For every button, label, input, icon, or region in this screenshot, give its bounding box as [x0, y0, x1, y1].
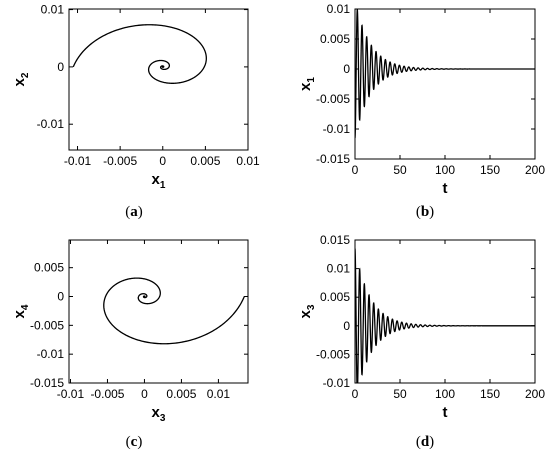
chart-panel-a: -0.01 -0.005 0 0.005 0.01 -0.01 0 0.01 x1 x2 (a)	[11, 3, 260, 220]
x-tick-label-a-2: 0	[159, 154, 166, 168]
plot-frame-c	[68, 239, 249, 384]
x-tick-label-c-3: 0.005	[166, 387, 196, 401]
y-tick-label-d-3: 0.005	[320, 290, 350, 304]
caption-d: (d)	[416, 434, 434, 450]
y-tick-label-d-2: 0	[343, 319, 350, 333]
x-tick-label-d-0: 0	[352, 387, 359, 401]
y-tick-label-b-4: 0.005	[320, 32, 350, 46]
x-tick-label-b-3: 150	[480, 163, 500, 177]
plot-frame-a	[68, 8, 249, 151]
y-tick-label-b-2: -0.005	[316, 92, 350, 106]
y-tick-label-c-1: -0.01	[37, 347, 65, 361]
y-tick-label-d-5: 0.015	[320, 233, 350, 247]
chart-panel-b: 0 50 100 150 200 -0.015 -0.01 -0.005 0 0.005 0.01 t…	[297, 2, 545, 220]
caption-c: (c)	[126, 434, 143, 450]
x-tick-label-c-1: -0.005	[90, 387, 124, 401]
x-tick-label-b-4: 200	[525, 163, 545, 177]
x-tick-label-c-0: -0.01	[57, 387, 85, 401]
x-tick-label-d-2: 100	[435, 387, 455, 401]
y-tick-label-d-1: -0.005	[316, 347, 350, 361]
series-line-a	[72, 24, 207, 84]
x-tick-label-d-4: 200	[525, 387, 545, 401]
y-axis-label-d: x3	[297, 304, 317, 318]
x-tick-label-b-0: 0	[352, 163, 359, 177]
caption-b: (b)	[416, 204, 434, 220]
y-tick-label-a-0: -0.01	[37, 117, 65, 131]
x-tick-label-a-1: -0.005	[103, 154, 137, 168]
x-tick-label-d-3: 150	[480, 387, 500, 401]
x-axis-label-a: x1	[152, 171, 166, 191]
y-tick-label-b-5: 0.01	[327, 2, 351, 16]
chart-panel-d: 0 50 100 150 200 -0.01 -0.005 0 0.005 0.01 0.015 t x…	[297, 233, 545, 450]
y-tick-label-c-2: -0.005	[30, 318, 64, 332]
y-axis-label-a: x2	[11, 72, 31, 86]
y-tick-label-a-1: 0	[57, 60, 64, 74]
y-tick-label-b-0: -0.015	[316, 152, 350, 166]
x-tick-label-a-3: 0.005	[190, 154, 220, 168]
y-tick-label-d-0: -0.01	[323, 376, 351, 390]
series-line-b	[355, 9, 535, 139]
x-axis-label-b: t	[443, 180, 448, 197]
y-axis-label-b: x1	[297, 77, 317, 91]
x-tick-label-a-4: 0.01	[236, 154, 260, 168]
y-tick-label-c-3: 0	[57, 290, 64, 304]
y-tick-label-c-0: -0.015	[30, 376, 64, 390]
caption-a: (a)	[125, 204, 143, 220]
y-tick-label-a-2: 0.01	[41, 3, 65, 17]
plot-frame-d	[354, 239, 536, 384]
x-tick-label-b-2: 100	[435, 163, 455, 177]
x-tick-label-c-2: 0	[141, 387, 148, 401]
chart-panel-c: -0.01 -0.005 0 0.005 0.01-0.015-0.01-0.00500…	[11, 239, 249, 450]
y-axis-label-c: x4	[11, 304, 31, 318]
x-tick-label-c-4: 0.01	[207, 387, 231, 401]
y-tick-label-b-1: -0.01	[323, 122, 351, 136]
series-line-c	[103, 277, 245, 345]
x-axis-label-c: x3	[152, 404, 166, 424]
x-tick-label-b-1: 50	[393, 163, 407, 177]
y-tick-label-b-3: 0	[343, 62, 350, 76]
plot-frame-b	[354, 8, 536, 160]
series-line-d	[355, 248, 535, 383]
y-tick-label-d-4: 0.01	[327, 262, 351, 276]
x-tick-label-a-0: -0.01	[64, 154, 92, 168]
x-axis-label-d: t	[443, 404, 448, 421]
y-tick-label-c-4: 0.005	[34, 261, 64, 275]
x-tick-label-d-1: 50	[393, 387, 407, 401]
